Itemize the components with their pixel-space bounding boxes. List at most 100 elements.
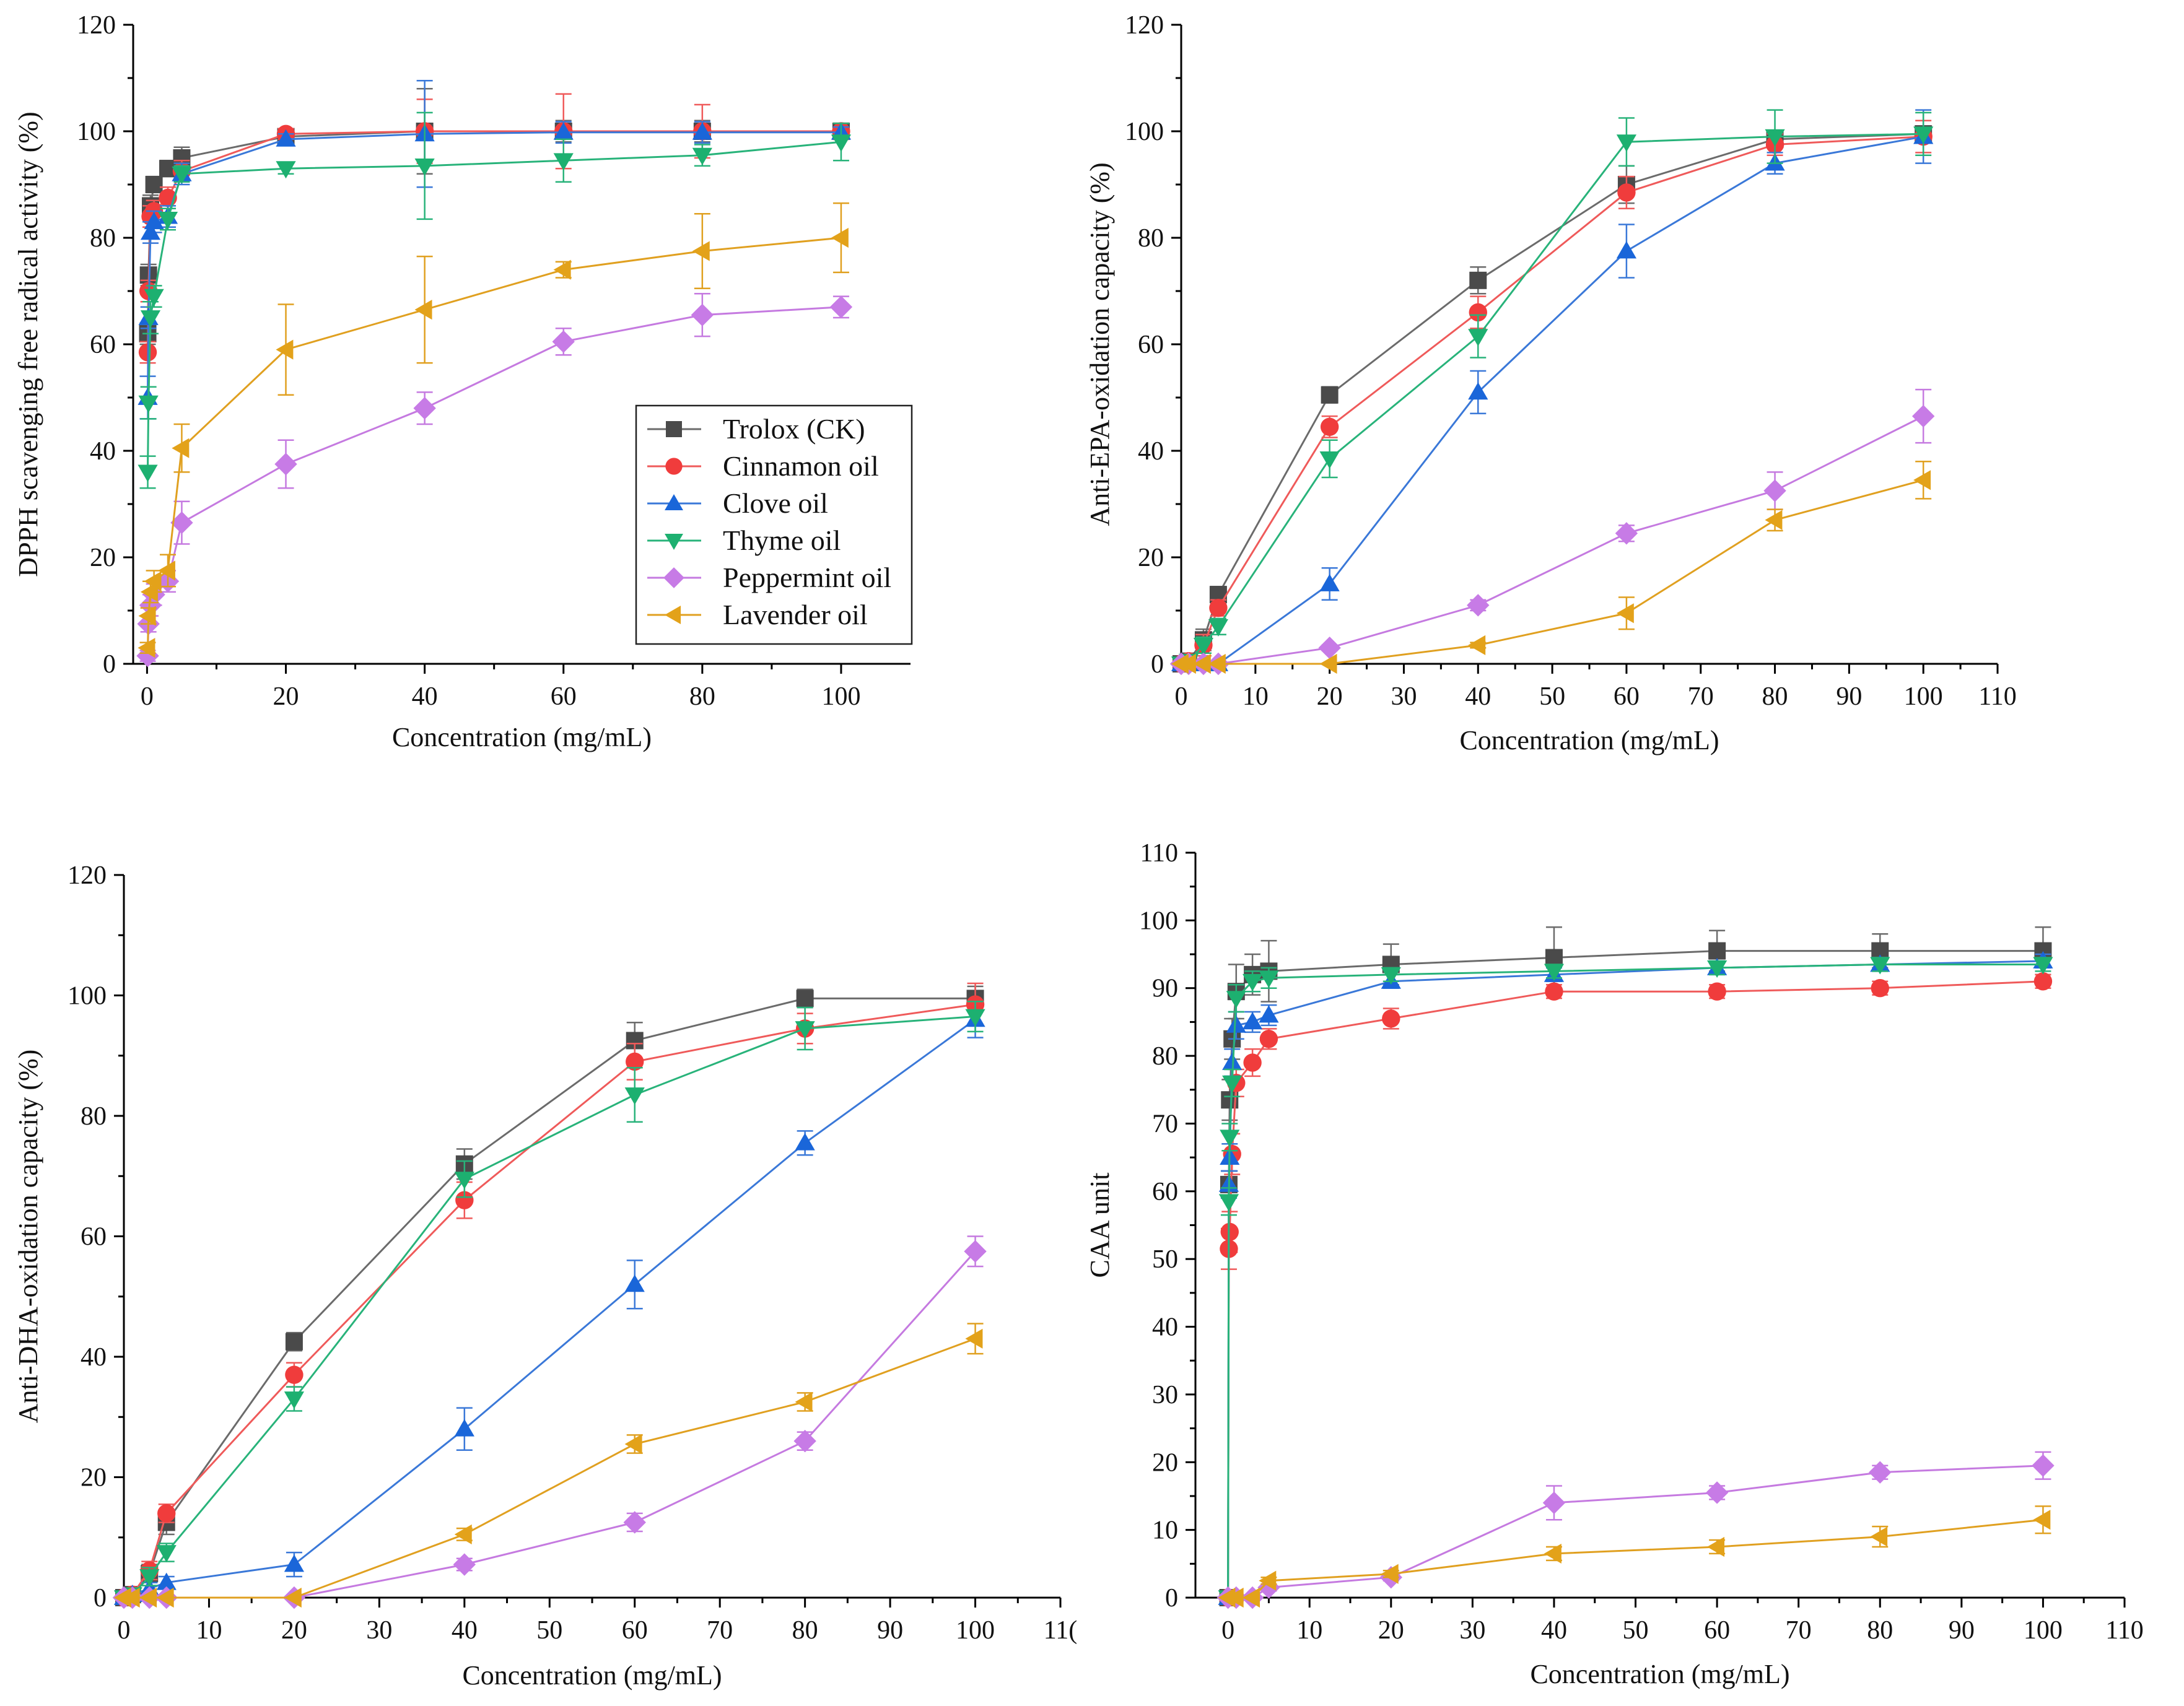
data-point [2033,972,2053,991]
series-trolox-ck [1173,125,1933,672]
x-tick-label: 40 [1541,1616,1567,1645]
data-point [1243,973,1263,991]
series-line [1181,479,1924,665]
y-tick-label: 20 [1152,1448,1178,1477]
x-tick-label: 60 [551,682,577,711]
x-tick-label: 60 [1704,1616,1730,1645]
y-tick-label: 120 [1125,11,1164,40]
series-lavender-oil [113,1323,984,1608]
data-point [692,241,710,261]
x-tick-label: 50 [536,1616,562,1645]
y-tick-label: 50 [1152,1245,1178,1274]
data-point [1222,1075,1243,1093]
data-point [285,1333,303,1351]
series-peppermint-oil [1169,388,1935,676]
data-point [1765,129,1785,147]
data-point [1220,1129,1240,1147]
y-tick-label: 60 [81,1223,107,1251]
data-point [156,1572,177,1590]
data-point [454,1172,474,1190]
legend-box [635,404,913,645]
data-point [831,134,852,152]
data-point [1708,982,1726,1001]
chart-bottom-left: 0 20 40 60 80 100 120 0 10 20 30 40 50 60 70 80 90 100 11(… [13,861,1077,1691]
legend-entry-trolox-ck: Trolox (CK) [723,413,865,445]
series-line [1181,136,1924,665]
x-tick-label: 30 [366,1616,392,1645]
x-axis-title: Concentration (mg/mL) [1530,1659,1789,1689]
data-point [1707,1536,1725,1557]
series-lavender-oil [138,202,849,658]
data-point [170,511,193,534]
x-tick-label: 100 [956,1616,995,1645]
data-point [157,1504,176,1523]
data-point [965,1328,983,1349]
y-tick-label: 120 [68,861,107,890]
chart-bottom-right: 0 10 20 30 40 50 60 70 80 90 100 110 0 10 20 30 40 50 60 70… [1085,839,2144,1689]
data-point [1259,1005,1279,1023]
legend-marker [665,494,683,511]
data-point [1870,957,1890,975]
data-point [1222,1052,1243,1070]
data-point [172,438,190,458]
y-axis-title: Anti-DHA-oxidation capacity (%) [13,1050,43,1424]
x-tick-label: 80 [689,682,715,711]
y-tick-label: 0 [103,650,116,679]
y-tick-label: 100 [1125,118,1164,146]
series-line [123,1019,976,1599]
data-point [1243,1012,1263,1030]
legend-marker [663,567,684,588]
x-axis-title: Concentration (mg/mL) [462,1660,722,1691]
series-trolox-ck [139,87,850,346]
y-tick-label: 20 [90,544,116,572]
x-tick-label: 20 [273,682,299,711]
data-point [284,1554,305,1572]
data-point [1208,619,1229,637]
x-tick-label: 0 [1175,682,1188,711]
data-point [1911,404,1935,428]
data-point [1319,573,1340,591]
series-thyme-oil [1171,109,1934,674]
data-point [1193,653,1211,674]
y-tick-label: 100 [1139,907,1178,935]
x-tick-label: 90 [1949,1616,1975,1645]
data-point [553,259,571,280]
data-point [1468,329,1488,347]
x-tick-label: 30 [1459,1616,1485,1645]
data-point [623,1511,646,1534]
data-point [692,147,712,165]
data-point [1243,1053,1262,1072]
data-point [1178,653,1196,674]
data-point [139,1587,157,1608]
data-point [1765,510,1783,530]
y-tick-label: 0 [1165,1584,1178,1612]
data-point [624,1274,645,1292]
series-line [1181,133,1924,665]
data-point [144,571,162,591]
data-point [795,1133,815,1151]
x-tick-label: 60 [1614,682,1640,711]
data-point [454,1524,472,1544]
series-thyme-oil [113,1000,985,1608]
series-peppermint-oil [112,1235,987,1609]
series-line [1181,136,1924,665]
series-line [123,997,976,1599]
data-point [552,330,575,353]
x-tick-label: 10 [1243,682,1269,711]
series-clove-oil [113,1000,985,1605]
x-tick-label: 110 [2105,1616,2143,1645]
data-point [964,1240,987,1263]
data-point [965,1009,985,1027]
data-point [285,1365,304,1384]
data-point [414,159,435,176]
data-point [1259,1570,1277,1591]
data-point [1208,653,1226,674]
data-point [138,638,155,658]
data-point [1381,967,1401,985]
legend-entry-cinnamon-oil: Cinnamon oil [723,450,879,482]
series-trolox-ck [1219,926,2052,1606]
y-tick-label: 100 [77,118,116,146]
data-point [144,289,164,307]
y-tick-label: 120 [77,11,116,40]
data-point [1467,594,1490,617]
